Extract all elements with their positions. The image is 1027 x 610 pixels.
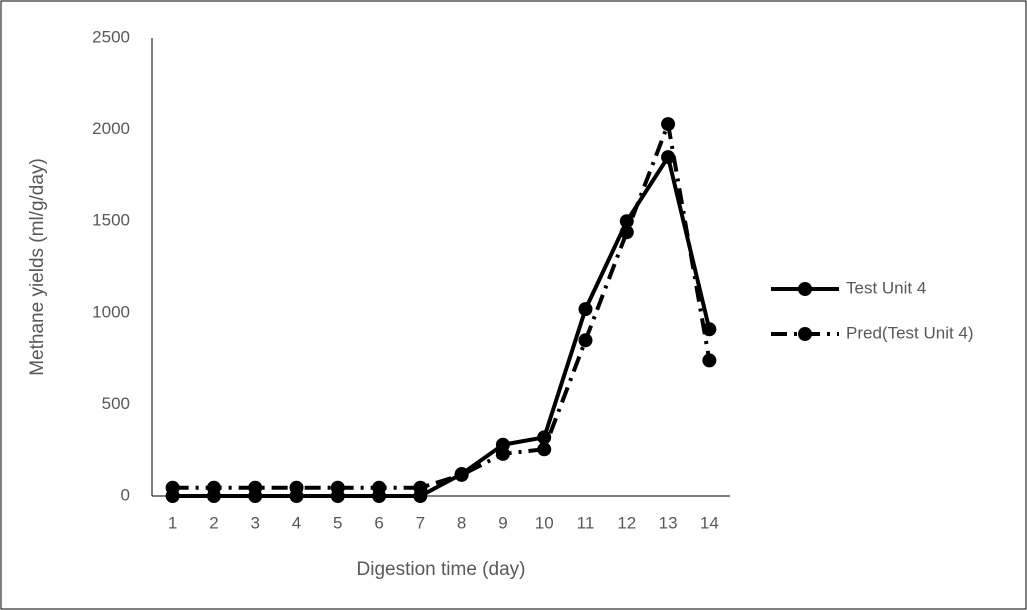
data-point xyxy=(454,467,469,482)
x-tick-label: 6 xyxy=(374,513,383,532)
y-tick-label: 2500 xyxy=(92,27,130,46)
x-tick-label: 7 xyxy=(416,513,425,532)
legend-marker xyxy=(798,282,812,296)
data-point xyxy=(248,480,263,495)
x-tick-label: 8 xyxy=(457,513,466,532)
data-point xyxy=(413,480,428,495)
x-tick-label: 13 xyxy=(659,513,678,532)
data-point xyxy=(702,353,717,368)
legend-marker xyxy=(798,327,812,341)
data-point xyxy=(289,480,304,495)
x-tick-label: 10 xyxy=(535,513,554,532)
data-point xyxy=(661,117,676,132)
y-axis-label: Methane yields (ml/g/day) xyxy=(27,158,48,376)
y-tick-label: 0 xyxy=(121,485,130,504)
x-tick-label: 5 xyxy=(333,513,342,532)
x-tick-label: 11 xyxy=(577,513,595,532)
x-tick-label: 2 xyxy=(209,513,218,532)
data-point xyxy=(661,150,676,165)
x-axis-label: Digestion time (day) xyxy=(357,559,526,580)
data-point xyxy=(206,480,221,495)
x-tick-label: 3 xyxy=(250,513,259,532)
data-point xyxy=(330,480,345,495)
data-point xyxy=(495,446,510,461)
data-point xyxy=(578,333,593,348)
y-tick-label: 2000 xyxy=(92,119,130,138)
x-tick-label: 12 xyxy=(617,513,636,532)
y-tick-label: 1500 xyxy=(92,211,130,230)
data-point xyxy=(619,225,634,240)
legend-label: Test Unit 4 xyxy=(846,278,926,297)
y-tick-label: 500 xyxy=(102,394,130,413)
legend-label: Pred(Test Unit 4) xyxy=(846,323,974,342)
x-tick-label: 14 xyxy=(700,513,719,532)
x-tick-label: 9 xyxy=(498,513,507,532)
data-point xyxy=(372,480,387,495)
data-point xyxy=(165,480,180,495)
data-point xyxy=(537,442,552,457)
x-tick-label: 4 xyxy=(292,513,301,532)
y-tick-label: 1000 xyxy=(92,302,130,321)
x-tick-label: 1 xyxy=(168,513,177,532)
data-point xyxy=(578,302,593,317)
